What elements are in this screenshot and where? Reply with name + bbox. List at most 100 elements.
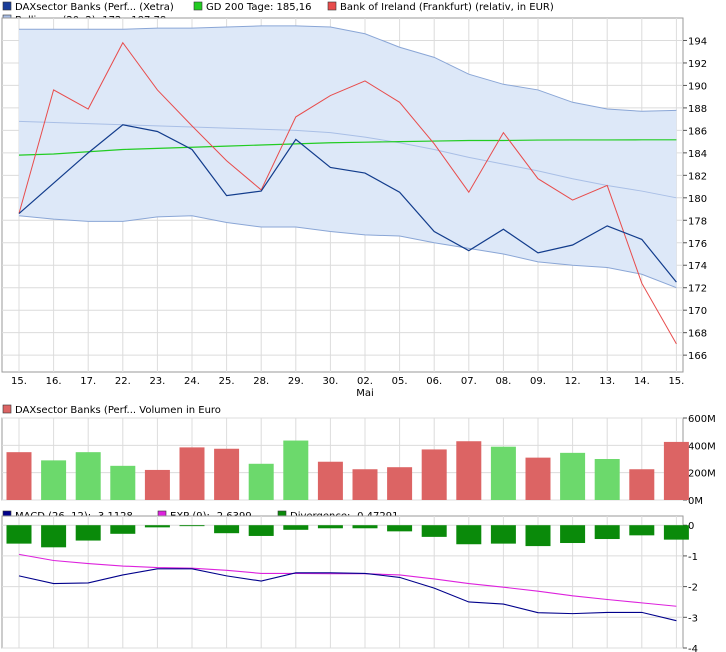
legend-bank-swatch bbox=[327, 1, 337, 11]
main-y-tick-label: 172 bbox=[688, 284, 707, 295]
divergence-bar bbox=[594, 525, 620, 540]
divergence-bar bbox=[421, 525, 447, 537]
volume-bar bbox=[214, 448, 240, 500]
main-x-tick-label: 02. bbox=[357, 376, 373, 387]
legend-volume-swatch bbox=[2, 404, 12, 414]
volume-bar bbox=[352, 469, 378, 500]
main-x-tick-label: 09. bbox=[530, 376, 546, 387]
legend-gd200-label: GD 200 Tage: 185,16 bbox=[206, 2, 312, 13]
volume-bar bbox=[179, 447, 205, 500]
divergence-bar bbox=[179, 525, 205, 527]
main-x-tick-label: 23. bbox=[149, 376, 165, 387]
daxsector-banks-line bbox=[18, 124, 677, 283]
macd-y-tick-label: -1 bbox=[688, 552, 698, 563]
divergence-bar bbox=[283, 525, 309, 530]
divergence-bar bbox=[75, 525, 101, 541]
main-x-tick-label: 30. bbox=[322, 376, 338, 387]
volume-y-tick-label: 600M bbox=[688, 414, 716, 425]
main-x-tick-label: 16. bbox=[46, 376, 62, 387]
legend-volume-label: DAXsector Banks (Perf... Volumen in Euro bbox=[15, 405, 221, 416]
macd-y-tick-label: -2 bbox=[688, 583, 698, 594]
bollinger-lower-line bbox=[18, 215, 677, 289]
main-y-tick-label: 186 bbox=[688, 126, 707, 137]
volume-bar bbox=[629, 469, 655, 500]
bank-of-ireland-line bbox=[18, 41, 677, 345]
volume-bar bbox=[387, 467, 413, 500]
volume-y-tick-label: 200M bbox=[688, 469, 716, 480]
macd-y-tick-label: -4 bbox=[688, 644, 698, 652]
main-y-tick-label: 180 bbox=[688, 194, 707, 205]
divergence-bar bbox=[387, 525, 413, 532]
bollinger-upper-line bbox=[19, 25, 677, 112]
volume-bar bbox=[283, 440, 309, 500]
main-y-tick-label: 166 bbox=[688, 351, 707, 362]
main-x-tick-label: 29. bbox=[288, 376, 304, 387]
divergence-bar bbox=[41, 525, 67, 548]
main-x-tick-label: 25. bbox=[219, 376, 235, 387]
divergence-bar bbox=[248, 525, 274, 536]
main-x-sublabel: Mai bbox=[356, 388, 374, 399]
main-x-tick-label: 05. bbox=[392, 376, 408, 387]
macd-y-tick-label: -3 bbox=[688, 613, 698, 624]
main-y-tick-label: 184 bbox=[688, 149, 707, 160]
volume-bar bbox=[41, 460, 67, 500]
divergence-bar bbox=[629, 525, 655, 536]
main-y-tick-label: 182 bbox=[688, 171, 707, 182]
macd-line bbox=[18, 568, 677, 622]
main-y-tick-label: 176 bbox=[688, 239, 707, 250]
main-y-tick-label: 174 bbox=[688, 261, 707, 272]
main-y-tick-label: 170 bbox=[688, 306, 707, 317]
main-x-tick-label: 12. bbox=[565, 376, 581, 387]
divergence-bar bbox=[352, 525, 378, 529]
legend-stock-label: DAXsector Banks (Perf... (Xetra) bbox=[15, 2, 174, 13]
divergence-bar bbox=[456, 525, 482, 545]
main-y-tick-label: 190 bbox=[688, 81, 707, 92]
main-x-tick-label: 15. bbox=[11, 376, 27, 387]
divergence-bar bbox=[317, 525, 343, 529]
divergence-bar bbox=[144, 525, 170, 528]
divergence-bar bbox=[490, 525, 516, 544]
volume-y-tick-label: 0M bbox=[688, 496, 703, 507]
main-x-tick-label: 08. bbox=[495, 376, 511, 387]
volume-y-tick-label: 400M bbox=[688, 441, 716, 452]
macd-y-tick-label: 0 bbox=[688, 521, 694, 532]
legend-stock-swatch bbox=[2, 1, 12, 11]
volume-bar bbox=[456, 441, 482, 500]
divergence-bar bbox=[214, 525, 240, 534]
volume-bar bbox=[144, 469, 170, 500]
bollinger-middle-line bbox=[18, 120, 677, 199]
main-x-tick-label: 06. bbox=[426, 376, 442, 387]
volume-bar bbox=[110, 465, 136, 500]
legend-bank-label: Bank of Ireland (Frankfurt) (relativ, in… bbox=[340, 2, 554, 13]
main-y-tick-label: 188 bbox=[688, 104, 707, 115]
main-y-tick-label: 194 bbox=[688, 36, 707, 47]
volume-bar bbox=[525, 457, 551, 500]
exp-line bbox=[18, 553, 677, 607]
main-x-tick-label: 24. bbox=[184, 376, 200, 387]
main-x-tick-label: 07. bbox=[461, 376, 477, 387]
main-x-tick-label: 28. bbox=[253, 376, 269, 387]
main-y-tick-label: 168 bbox=[688, 329, 707, 340]
main-y-tick-label: 192 bbox=[688, 59, 707, 70]
volume-bar bbox=[75, 452, 101, 500]
volume-bar bbox=[6, 452, 32, 500]
volume-bar bbox=[560, 452, 586, 500]
main-x-tick-label: 17. bbox=[80, 376, 96, 387]
volume-bar bbox=[248, 463, 274, 500]
volume-bar bbox=[421, 449, 447, 500]
main-y-tick-label: 178 bbox=[688, 216, 707, 227]
bollinger-band-fill bbox=[19, 25, 677, 288]
divergence-bar bbox=[663, 525, 689, 540]
volume-bar bbox=[594, 459, 620, 500]
volume-bar bbox=[490, 446, 516, 500]
main-x-tick-label: 15. bbox=[668, 376, 684, 387]
gd200-line bbox=[18, 139, 677, 156]
volume-bar bbox=[317, 461, 343, 500]
divergence-bar bbox=[6, 525, 32, 544]
volume-bar bbox=[663, 441, 689, 500]
main-x-tick-label: 14. bbox=[634, 376, 650, 387]
main-x-tick-label: 22. bbox=[115, 376, 131, 387]
divergence-bar bbox=[525, 525, 551, 547]
